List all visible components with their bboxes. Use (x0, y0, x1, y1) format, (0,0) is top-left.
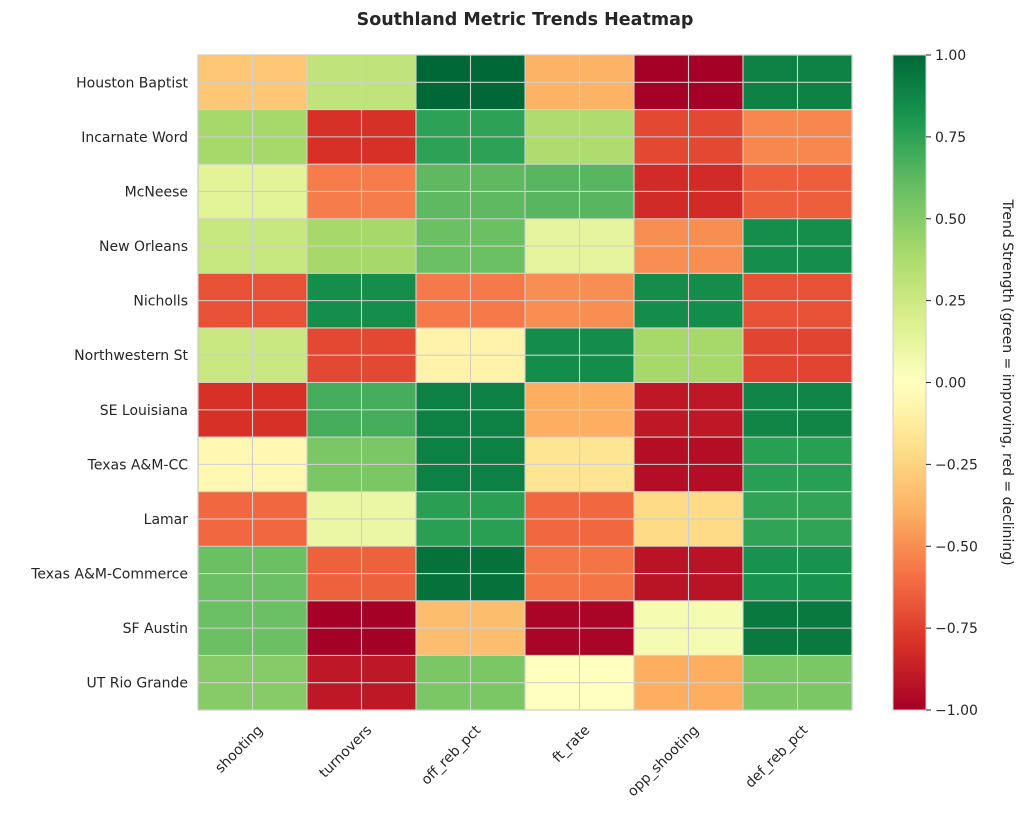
colorbar-tick-label: 0.00 (935, 376, 966, 392)
y-tick-label: Incarnate Word (81, 130, 188, 146)
y-tick-label: Lamar (144, 512, 189, 528)
y-tick-label: Nicholls (133, 294, 188, 310)
colorbar-tick-label: −0.75 (935, 621, 978, 637)
colorbar-tick-label: 1.00 (935, 48, 966, 64)
x-tick-label: ft_rate (550, 722, 594, 766)
y-tick-labels: Houston Baptist Incarnate Word McNeese New … (30, 75, 188, 691)
colorbar-tick-label: 0.50 (935, 212, 966, 228)
chart-title: Southland Metric Trends Heatmap (357, 10, 694, 30)
colorbar-tick-label: −0.25 (935, 457, 978, 473)
x-tick-label: off_reb_pct (418, 722, 484, 788)
y-tick-label: McNeese (125, 184, 188, 200)
x-tick-label: turnovers (316, 722, 375, 781)
plot-frame (197, 54, 853, 711)
y-tick-label: Houston Baptist (76, 75, 188, 91)
x-tick-label: opp_shooting (625, 722, 703, 800)
colorbar-label: Trend Strength (green = improving, red =… (999, 198, 1015, 565)
y-tick-label: SF Austin (123, 621, 188, 637)
y-tick-label: Texas A&M-CC (87, 457, 189, 473)
colorbar-tick-label: 0.75 (935, 130, 966, 146)
y-tick-label: Texas A&M-Commerce (30, 567, 188, 583)
colorbar-tick-label: −1.00 (935, 703, 978, 719)
y-tick-label: New Orleans (99, 239, 188, 255)
colorbar: 1.00 0.75 0.50 0.25 0.00 −0.25 −0.50 −0.75 −1.00… (892, 48, 1015, 719)
y-tick-label: UT Rio Grande (87, 676, 188, 692)
colorbar-gradient (892, 54, 927, 711)
y-tick-label: Northwestern St (74, 348, 188, 364)
x-tick-label: def_reb_pct (742, 722, 811, 791)
colorbar-tick-label: 0.25 (935, 294, 966, 310)
x-tick-label: shooting (212, 722, 266, 776)
colorbar-tick-label: −0.50 (935, 539, 978, 555)
y-tick-label: SE Louisiana (100, 403, 188, 419)
x-tick-labels: shooting turnovers off_reb_pct ft_rate opp_s… (212, 722, 811, 800)
colorbar-ticks: 1.00 0.75 0.50 0.25 0.00 −0.25 −0.50 −0.75 −1.00 (926, 48, 978, 719)
